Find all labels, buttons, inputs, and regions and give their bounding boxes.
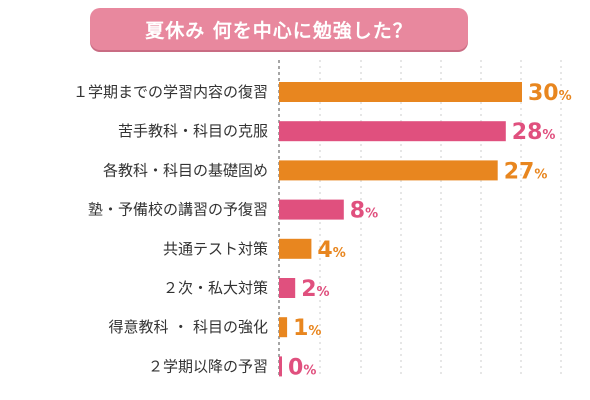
category-label-4: 共通テスト対策 <box>163 240 268 258</box>
value-unit-1: % <box>542 128 555 143</box>
value-unit-3: % <box>365 207 378 222</box>
category-label-6: 得意教科 ・ 科目の強化 <box>108 318 268 336</box>
bar-4 <box>279 238 312 259</box>
bars <box>279 82 522 377</box>
bar-3 <box>279 199 344 220</box>
bar-1 <box>279 121 506 142</box>
value-unit-2: % <box>534 167 547 182</box>
value-label-0: 30% <box>528 81 572 106</box>
category-labels: １学期までの学習内容の復習苦手教科・科目の克服各教科・科目の基礎固め塾・予備校の… <box>73 83 268 375</box>
bar-6 <box>279 317 288 338</box>
value-label-3: 8% <box>350 199 378 224</box>
category-label-3: 塾・予備校の講習の予復習 <box>88 201 268 219</box>
chart-title: 夏休み 何を中心に勉強した？ <box>90 8 468 50</box>
value-unit-6: % <box>308 324 321 339</box>
value-label-1: 28% <box>512 120 556 145</box>
category-label-5: ２次・私大対策 <box>163 279 268 297</box>
value-label-4: 4% <box>317 238 345 263</box>
value-label-7: 0% <box>288 355 316 380</box>
value-label-6: 1% <box>293 316 321 341</box>
value-unit-5: % <box>317 285 330 300</box>
category-label-2: 各教科・科目の基礎固め <box>103 161 268 179</box>
gridlines <box>319 60 562 378</box>
value-label-2: 27% <box>504 159 548 184</box>
value-unit-0: % <box>559 89 572 104</box>
bar-2 <box>279 160 498 181</box>
value-label-5: 2% <box>301 277 329 302</box>
category-label-0: １学期までの学習内容の復習 <box>73 83 268 101</box>
bar-7 <box>279 356 282 377</box>
bar-5 <box>279 278 296 298</box>
category-label-1: 苦手教科・科目の克服 <box>118 122 268 140</box>
value-unit-7: % <box>303 363 316 378</box>
bar-0 <box>279 82 522 102</box>
value-unit-4: % <box>333 246 346 261</box>
category-label-7: ２学期以降の予習 <box>148 357 268 375</box>
